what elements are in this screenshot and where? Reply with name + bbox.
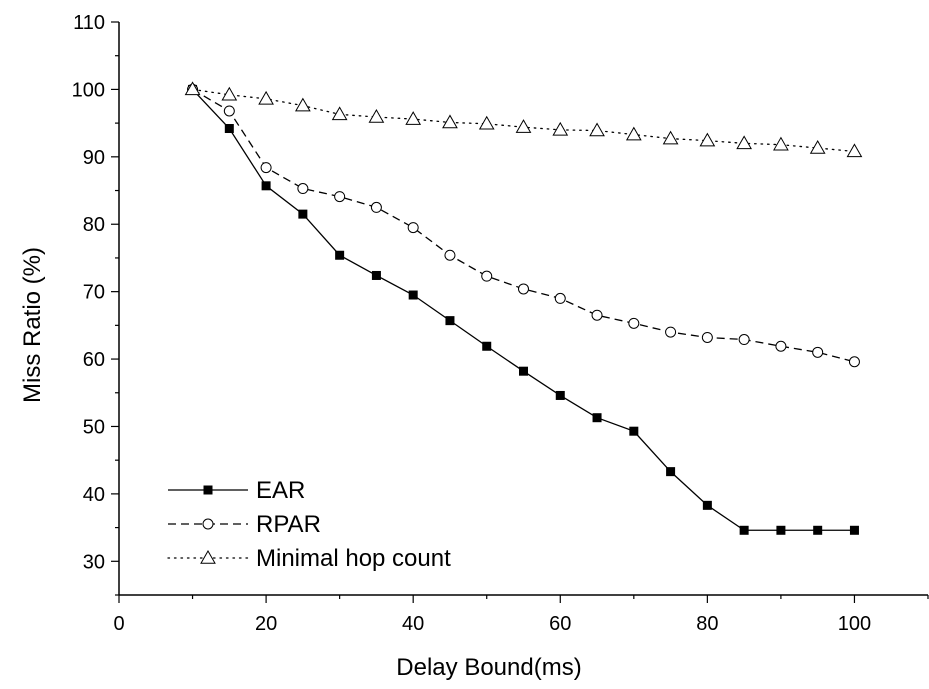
legend-entry: RPAR — [168, 511, 321, 538]
data-point — [221, 86, 238, 101]
legend-swatch-marker — [203, 485, 213, 495]
data-point — [629, 426, 639, 436]
data-point — [812, 346, 824, 358]
data-point — [849, 525, 859, 535]
data-point — [592, 413, 602, 423]
legend-swatch-marker — [202, 518, 214, 530]
data-point — [591, 309, 603, 321]
data-point — [515, 119, 532, 133]
x-tick-label: 100 — [838, 613, 871, 635]
data-point — [371, 270, 381, 280]
y-tick-label: 70 — [83, 282, 105, 304]
data-point — [482, 341, 492, 351]
data-point — [589, 122, 605, 137]
data-point — [478, 115, 495, 130]
data-point — [405, 111, 422, 125]
legend-label: Minimal hop count — [256, 545, 451, 572]
data-point — [334, 191, 346, 203]
x-tick-label: 60 — [549, 613, 571, 635]
data-point — [662, 130, 679, 145]
data-point — [184, 81, 201, 96]
data-point — [297, 183, 309, 195]
data-point — [776, 525, 786, 535]
data-point — [738, 334, 750, 346]
data-point — [223, 105, 235, 117]
y-tick-label: 60 — [83, 349, 105, 371]
series-line — [192, 88, 855, 531]
data-point — [552, 121, 569, 136]
data-point — [335, 250, 345, 260]
y-tick-label: 80 — [83, 214, 105, 236]
axes — [118, 22, 928, 596]
series-0 — [188, 84, 859, 535]
data-point — [258, 90, 274, 105]
legend: EAR RPAR Minimal hop count — [167, 477, 451, 572]
y-tick-label: 30 — [83, 551, 105, 573]
data-point — [295, 97, 311, 112]
data-point — [701, 331, 713, 343]
data-point — [775, 340, 787, 352]
y-tick-label: 100 — [72, 79, 105, 101]
y-tick-label: 50 — [83, 416, 105, 438]
data-point — [518, 283, 529, 295]
legend-entry: Minimal hop count — [167, 545, 451, 572]
data-point — [260, 162, 272, 174]
x-axis-ticks: 0 20 40 60 80 100 — [113, 595, 929, 635]
data-point — [442, 114, 458, 129]
y-axis-ticks: 30 40 50 60 70 80 90 100 110 — [72, 12, 119, 596]
data-point — [736, 135, 752, 150]
data-point — [554, 292, 566, 304]
data-point — [699, 132, 716, 147]
legend-label: RPAR — [256, 511, 321, 538]
data-point — [408, 290, 418, 300]
y-tick-label: 90 — [83, 147, 105, 169]
y-tick-label: 110 — [73, 12, 105, 34]
data-point — [628, 317, 640, 329]
data-point — [813, 525, 823, 535]
x-axis-label: Delay Bound(ms) — [396, 654, 581, 681]
data-point — [444, 249, 456, 261]
data-point — [739, 525, 749, 535]
data-point — [773, 136, 789, 151]
data-point — [666, 467, 676, 477]
data-point — [481, 270, 493, 282]
data-point — [445, 316, 455, 326]
data-point — [370, 201, 382, 213]
series-1 — [187, 83, 860, 368]
data-point — [224, 124, 234, 134]
series-2 — [184, 81, 863, 158]
data-point — [261, 181, 271, 191]
y-axis-label: Miss Ratio (%) — [19, 247, 46, 403]
data-point — [368, 109, 385, 123]
data-point — [702, 500, 712, 510]
data-point — [519, 366, 528, 376]
y-tick-label: 40 — [83, 484, 105, 506]
series-layer — [184, 81, 863, 535]
x-tick-label: 40 — [402, 613, 424, 635]
data-point — [298, 209, 308, 219]
data-point — [848, 356, 860, 368]
data-point — [625, 126, 642, 141]
data-point — [846, 143, 863, 158]
x-tick-label: 20 — [255, 613, 277, 635]
x-tick-label: 0 — [113, 613, 124, 635]
data-point — [665, 326, 677, 338]
data-point — [331, 106, 348, 121]
data-point — [555, 390, 565, 400]
legend-label: EAR — [256, 477, 305, 504]
legend-swatch-marker — [200, 549, 216, 564]
legend-entry: EAR — [168, 477, 305, 504]
data-point — [407, 222, 419, 234]
x-tick-label: 80 — [696, 613, 718, 635]
data-point — [809, 140, 826, 154]
